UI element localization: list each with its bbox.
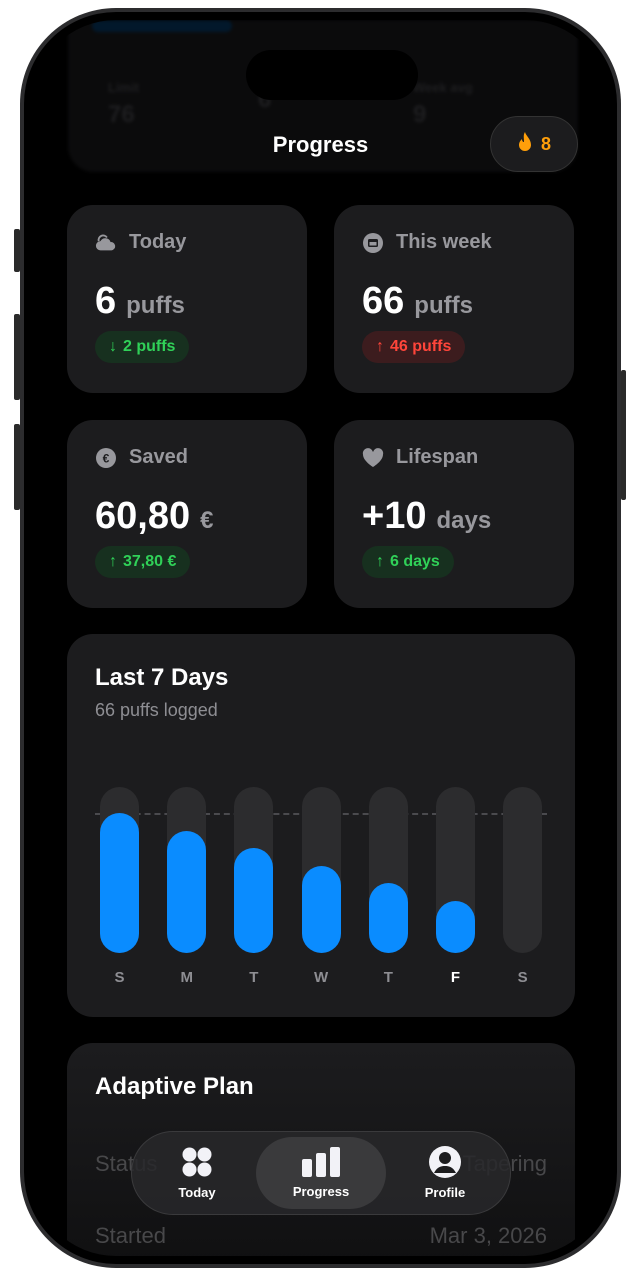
stat-card-saved[interactable]: € Saved 60,80 € ↑ 37,80 € [67,420,307,608]
grid-icon [181,1146,213,1181]
day-label: M [180,969,193,986]
screen: Limit 76 6 Week avg 9 Progress 8 Today 6 pu… [32,20,609,1256]
svg-text:€: € [103,451,110,465]
action-button[interactable] [14,229,20,272]
stat-value: +10 [362,495,427,537]
stat-unit: puffs [126,292,185,319]
plan-row-started: Started Mar 3, 2026 [95,1223,547,1249]
stat-value: 60,80 [95,495,191,537]
bar-3 [301,865,341,953]
stat-unit: puffs [414,292,473,319]
stat-unit: days [436,507,492,534]
bar-track-1[interactable] [167,787,207,953]
plan-title: Adaptive Plan [95,1073,254,1100]
tab-profile[interactable]: Profile [386,1137,504,1209]
progress-bar [92,20,232,32]
page-title: Progress [272,132,369,157]
stat-unit: € [200,507,214,534]
stat-label: This week [396,231,492,253]
bar-track-0[interactable] [100,787,139,953]
stat-card-today[interactable]: Today 6 puffs ↓ 2 puffs [67,205,307,393]
stat-label: Lifespan [396,446,479,468]
streak-count: 8 [540,133,551,154]
day-label: S [114,969,125,986]
stat-value: 6 [95,280,117,322]
volume-down-button[interactable] [14,424,20,510]
bar-track-3[interactable] [301,787,341,953]
chart-subtitle: 66 puffs logged [95,700,218,720]
day-label: S [517,969,528,986]
arrow-up-icon: ↑ [376,338,384,355]
day-label: T [383,969,393,986]
power-button[interactable] [621,370,626,500]
flame-icon [517,131,533,157]
euro-icon: € [95,447,117,469]
stat-label: Limit [108,80,140,95]
delta-text: 37,80 € [123,553,177,570]
delta-text: 6 days [390,553,440,570]
chart-title: Last 7 Days [95,664,229,691]
bar-4 [368,883,408,953]
bar-1 [167,830,207,953]
delta-text: 46 puffs [390,338,452,355]
bar-0 [100,813,139,953]
volume-up-button[interactable] [14,314,20,400]
tab-bar: Today Progress Profile [131,1131,511,1215]
tab-progress[interactable]: Progress [256,1137,386,1209]
stat-value: 66 [362,280,405,322]
bar-2 [234,848,274,953]
day-label: F [450,969,461,986]
tab-today[interactable]: Today [138,1137,256,1209]
bar-chart-icon [301,1147,341,1180]
bar-track-6[interactable] [503,787,543,953]
bar-track-4[interactable] [368,787,408,953]
stat-label: Saved [129,446,188,468]
stat-card-lifespan[interactable]: Lifespan +10 days ↑ 6 days [334,420,574,608]
row-value: Mar 3, 2026 [429,1223,547,1248]
row-label: Started [95,1223,166,1248]
calendar-icon [362,232,384,254]
delta-badge: ↑ 6 days [362,546,454,578]
stat-label: Week avg [413,80,473,95]
bar-track-5[interactable] [436,787,475,953]
tab-label: Progress [292,1184,350,1199]
arrow-up-icon: ↑ [109,553,117,570]
arrow-up-icon: ↑ [376,553,384,570]
stat-card-week[interactable]: This week 66 puffs ↑ 46 puffs [334,205,574,393]
bar-5 [436,900,475,953]
heart-icon [362,447,384,469]
stat-value: 9 [413,101,427,128]
stat-label: Today [129,231,187,253]
person-circle-icon [429,1146,461,1181]
tab-label: Profile [424,1185,466,1200]
stat-value: 76 [108,101,135,128]
streak-button[interactable]: 8 [490,116,578,172]
delta-badge: ↑ 46 puffs [362,331,466,363]
delta-text: 2 puffs [123,338,176,355]
phone-frame: Limit 76 6 Week avg 9 Progress 8 Today 6 pu… [20,8,621,1268]
dynamic-island [246,50,418,100]
delta-badge: ↑ 37,80 € [95,546,191,578]
tab-label: Today [178,1185,216,1200]
day-label: W [314,969,329,986]
delta-badge: ↓ 2 puffs [95,331,190,363]
bar-track-2[interactable] [234,787,274,953]
cloud-icon [95,232,117,254]
day-label: T [249,969,259,986]
arrow-down-icon: ↓ [109,338,117,355]
